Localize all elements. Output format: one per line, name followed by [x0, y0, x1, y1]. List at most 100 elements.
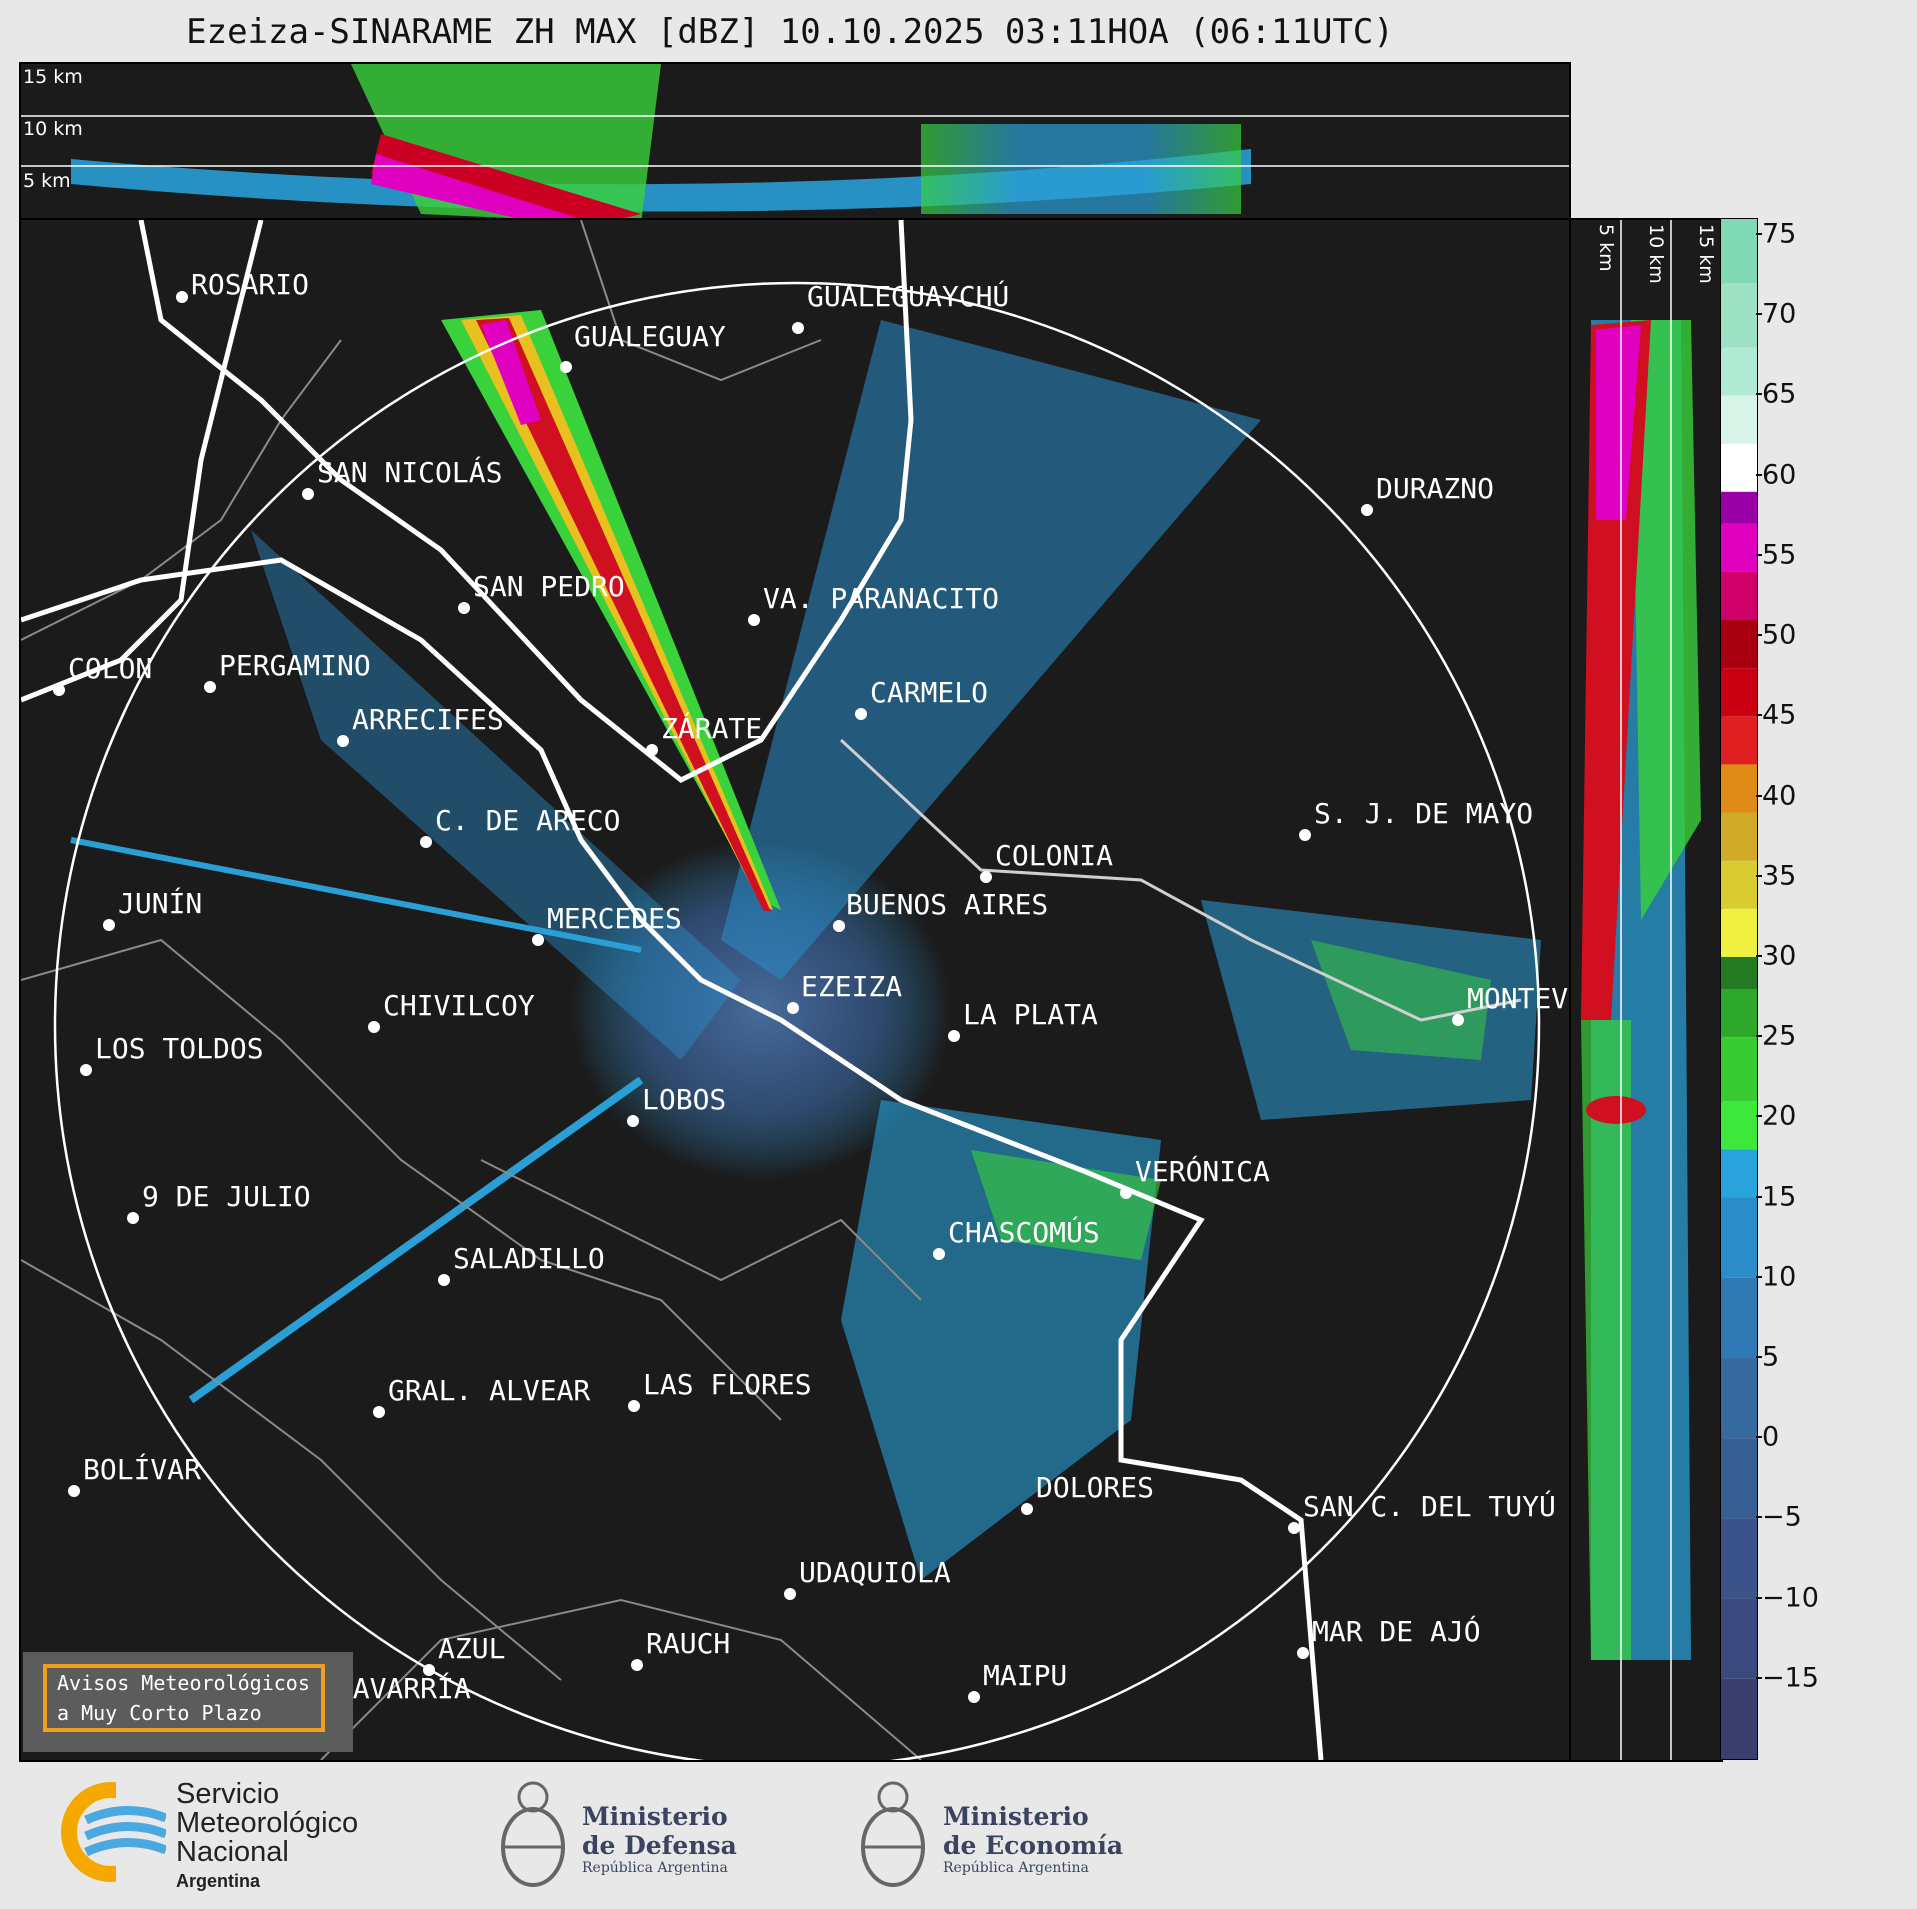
city-dot	[1021, 1503, 1033, 1515]
city-label-mar-de-ajo: MAR DE AJÓ	[1312, 1615, 1481, 1648]
side-label-15km: 15 km	[1695, 224, 1717, 284]
city-dot	[980, 871, 992, 883]
city-label-rosario: ROSARIO	[191, 268, 310, 301]
warning-line-2: a Muy Corto Plazo	[57, 1701, 262, 1725]
colorbar-tick-label: −15	[1762, 1662, 1819, 1694]
city-dot	[833, 920, 845, 932]
top-cross-section-panel: 15 km 10 km 5 km	[19, 62, 1571, 220]
city-dot	[855, 708, 867, 720]
colorbar-tick-label: 35	[1762, 860, 1797, 892]
colorbar-tick-label: −10	[1762, 1582, 1819, 1614]
warning-box[interactable]: Avisos Meteorológicos a Muy Corto Plazo	[23, 1652, 353, 1752]
colorbar-band	[1721, 989, 1757, 1038]
colorbar-tick-label: 70	[1762, 298, 1797, 330]
top-echo-east	[921, 124, 1241, 214]
city-dot	[1361, 504, 1373, 516]
colorbar-band	[1721, 812, 1757, 861]
colorbar-band	[1721, 620, 1757, 669]
city-dot	[1299, 829, 1311, 841]
smn-line-2: Meteorológico	[176, 1807, 359, 1839]
side-echo-lower	[1581, 1020, 1631, 1660]
colorbar-tick-mark	[1756, 794, 1762, 797]
colorbar-tick-mark	[1756, 1115, 1762, 1118]
side-echo-green	[1631, 320, 1701, 920]
city-dot	[1288, 1522, 1300, 1534]
colorbar-band	[1721, 347, 1757, 396]
side-echo-peak	[1596, 325, 1641, 520]
city-dot	[103, 919, 115, 931]
city-dot	[1452, 1014, 1464, 1026]
city-label-azul: AZUL	[438, 1632, 506, 1665]
side-cross-section-panel: 5 km 10 km 15 km	[1569, 218, 1723, 1762]
colorbar-tick-label: 55	[1762, 539, 1797, 571]
warning-box-frame[interactable]: Avisos Meteorológicos a Muy Corto Plazo	[43, 1664, 325, 1732]
city-dot	[748, 614, 760, 626]
colorbar-tick-label: 25	[1762, 1020, 1797, 1052]
colorbar-band	[1721, 491, 1757, 524]
city-dot	[420, 836, 432, 848]
colorbar-tick-label: 10	[1762, 1261, 1797, 1293]
city-label-chascomus: CHASCOMÚS	[948, 1216, 1100, 1249]
city-label-bolivar: BOLÍVAR	[83, 1453, 202, 1486]
colorbar-band	[1721, 1598, 1757, 1679]
city-label-pergamino: PERGAMINO	[219, 649, 371, 682]
colorbar-band	[1721, 764, 1757, 813]
colorbar-tick-label: 30	[1762, 940, 1797, 972]
argentina-outline	[21, 220, 264, 703]
city-dot	[948, 1030, 960, 1042]
defensa-line-2: de Defensa	[582, 1831, 737, 1860]
colorbar-band	[1721, 395, 1757, 444]
colorbar-band	[1721, 668, 1757, 717]
city-dot	[373, 1406, 385, 1418]
side-label-5km: 5 km	[1595, 224, 1617, 272]
colorbar	[1720, 218, 1758, 1760]
city-dot	[204, 681, 216, 693]
radar-map-svg	[21, 220, 1541, 1760]
colorbar-band	[1721, 219, 1757, 284]
city-label-lobos: LOBOS	[642, 1083, 727, 1116]
city-dot	[646, 744, 658, 756]
parana-river	[138, 220, 914, 783]
height-label-10km: 10 km	[23, 118, 83, 140]
colorbar-tick-mark	[1756, 553, 1762, 556]
city-label-junin: JUNÍN	[118, 887, 203, 920]
smn-text: Servicio Meteorológico Nacional Argentin…	[176, 1780, 358, 1896]
economia-text: Ministerio de Economía República Argenti…	[943, 1802, 1123, 1876]
chart-title: Ezeiza-SINARAME ZH MAX [dBZ] 10.10.2025 …	[186, 12, 1394, 52]
colorbar-tick-mark	[1756, 1275, 1762, 1278]
economia-line-2: de Economía	[943, 1831, 1124, 1860]
colorbar-tick-label: 40	[1762, 780, 1797, 811]
colorbar-band	[1721, 1438, 1757, 1519]
colorbar-band	[1721, 1678, 1757, 1759]
colorbar-band	[1721, 956, 1757, 989]
colorbar-tick-mark	[1756, 393, 1762, 396]
city-dot	[1297, 1647, 1309, 1659]
echo-northeast-fan	[721, 320, 1261, 980]
echo-southeast-green	[971, 1150, 1161, 1260]
city-label-dolores: DOLORES	[1036, 1471, 1155, 1504]
city-dot	[784, 1588, 796, 1600]
city-dot	[53, 684, 65, 696]
city-dot	[532, 934, 544, 946]
colorbar-band	[1721, 716, 1757, 765]
defensa-text: Ministerio de Defensa República Argentin…	[582, 1802, 737, 1876]
warning-line-1: Avisos Meteorológicos	[57, 1671, 310, 1695]
uruguay-coast	[839, 738, 1522, 1022]
economia-line-1: Ministerio	[943, 1802, 1089, 1831]
colorbar-band	[1721, 1197, 1757, 1278]
colorbar-tick-label: 20	[1762, 1100, 1797, 1132]
admin-borders	[21, 220, 922, 1760]
city-label-mercedes: MERCEDES	[547, 902, 682, 935]
side-label-10km: 10 km	[1645, 224, 1667, 284]
city-label-san-pedro: SAN PEDRO	[473, 570, 625, 603]
echo-northwest-fan	[251, 530, 741, 1060]
city-label-san-c-del-tuyu: SAN C. DEL TUYÚ	[1303, 1490, 1556, 1523]
city-label-rauch: RAUCH	[646, 1627, 731, 1660]
city-dot	[423, 1664, 435, 1676]
city-dot	[80, 1064, 92, 1076]
city-label-udaquiola: UDAQUIOLA	[799, 1556, 951, 1589]
colorbar-tick-label: 5	[1762, 1341, 1780, 1373]
city-label-colon: COLON	[68, 652, 153, 685]
city-label-montevideo: MONTEVIDEO	[1467, 982, 1569, 1015]
city-label-san-nicolas: SAN NICOLÁS	[317, 456, 503, 489]
